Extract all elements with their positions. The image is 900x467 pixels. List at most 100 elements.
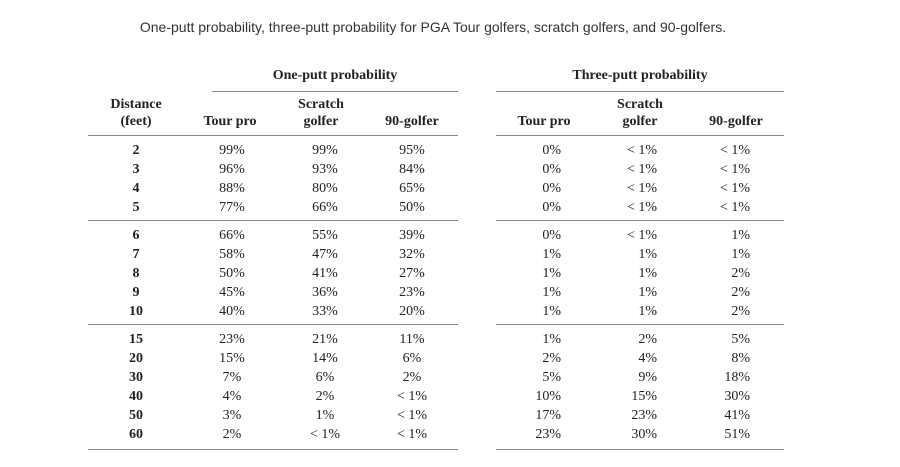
three-putt-cell: 18% xyxy=(724,370,750,385)
one-putt-cell: 20% xyxy=(399,304,425,319)
three-putt-cell: 1% xyxy=(542,285,561,300)
three-putt-cell: 2% xyxy=(542,351,561,366)
three-putt-cell: < 1% xyxy=(719,143,750,158)
one-putt-cell: 6% xyxy=(315,370,335,385)
distance-cell: 40 xyxy=(129,389,143,404)
one-putt-cell: 65% xyxy=(399,181,425,196)
one-putt-cell: < 1% xyxy=(396,389,428,404)
one-putt-cell: 40% xyxy=(219,304,245,319)
one-putt-cell: 96% xyxy=(219,162,245,177)
three-putt-cell: 2% xyxy=(731,266,750,281)
column-header-distance-line1: Distance xyxy=(110,97,162,112)
three-putt-cell: 0% xyxy=(542,162,561,177)
distance-cell: 2 xyxy=(132,143,140,158)
three-putt-cell: 4% xyxy=(638,351,657,366)
three-putt-cell: 1% xyxy=(638,304,657,319)
one-putt-cell: 99% xyxy=(312,143,338,158)
column-header-three-scratch-golfer: Scratch golfer xyxy=(600,96,680,130)
one-putt-cell: 55% xyxy=(312,228,338,243)
distance-cell: 10 xyxy=(129,304,143,319)
three-putt-cell: 1% xyxy=(731,247,750,262)
three-putt-cell: 30% xyxy=(631,427,657,442)
one-putt-cell: < 1% xyxy=(396,408,428,423)
column-header-scratch-golfer: Scratch golfer xyxy=(281,96,361,130)
three-putt-cell: < 1% xyxy=(626,143,657,158)
one-putt-cell: 2% xyxy=(222,427,242,442)
column-header-three-tour-pro: Tour pro xyxy=(517,114,571,129)
three-putt-cell: 2% xyxy=(731,304,750,319)
distance-cell: 8 xyxy=(132,266,140,281)
column-header-scratch-line2: golfer xyxy=(303,114,339,129)
one-putt-cell: 23% xyxy=(399,285,425,300)
three-putt-cell: 9% xyxy=(638,370,657,385)
three-putt-cell: 1% xyxy=(542,247,561,262)
one-putt-cell: 14% xyxy=(312,351,338,366)
column-header-three-scratch-line2: golfer xyxy=(622,114,658,129)
three-putt-cell: 2% xyxy=(638,332,657,347)
one-putt-cell: 4% xyxy=(222,389,242,404)
three-putt-cell: 15% xyxy=(631,389,657,404)
one-putt-cell: 80% xyxy=(312,181,338,196)
three-putt-cell: 5% xyxy=(542,370,561,385)
section-rule-left xyxy=(88,220,458,221)
one-putt-cell: 41% xyxy=(312,266,338,281)
one-putt-cell: 50% xyxy=(219,266,245,281)
three-putt-cell: < 1% xyxy=(719,181,750,196)
three-putt-cell: 0% xyxy=(542,181,561,196)
distance-cell: 3 xyxy=(132,162,140,177)
column-header-three-90-golfer: 90-golfer xyxy=(709,114,763,129)
three-putt-cell: 8% xyxy=(731,351,750,366)
one-putt-cell: < 1% xyxy=(396,427,428,442)
three-putt-cell: 1% xyxy=(638,285,657,300)
one-putt-cell: 47% xyxy=(312,247,338,262)
section-rule-right xyxy=(496,324,784,325)
group-rule-three-putt xyxy=(496,91,784,92)
distance-cell: 9 xyxy=(132,285,140,300)
distance-cell: 6 xyxy=(132,228,140,243)
one-putt-cell: 45% xyxy=(219,285,245,300)
column-header-tour-pro: Tour pro xyxy=(203,114,257,129)
header-rule-left xyxy=(88,135,458,136)
one-putt-cell: 58% xyxy=(219,247,245,262)
distance-cell: 50 xyxy=(129,408,143,423)
one-putt-cell: 1% xyxy=(315,408,335,423)
distance-cell: 20 xyxy=(129,351,143,366)
section-rule-left xyxy=(88,449,458,450)
three-putt-cell: 10% xyxy=(535,389,561,404)
one-putt-cell: 23% xyxy=(219,332,245,347)
one-putt-cell: 21% xyxy=(312,332,338,347)
one-putt-cell: 50% xyxy=(399,200,425,215)
three-putt-cell: < 1% xyxy=(626,181,657,196)
three-putt-cell: 51% xyxy=(724,427,750,442)
three-putt-cell: 0% xyxy=(542,228,561,243)
one-putt-cell: 66% xyxy=(312,200,338,215)
one-putt-cell: 7% xyxy=(222,370,242,385)
distance-cell: 4 xyxy=(132,181,140,196)
three-putt-cell: 1% xyxy=(638,266,657,281)
three-putt-cell: 17% xyxy=(535,408,561,423)
one-putt-cell: 15% xyxy=(219,351,245,366)
one-putt-cell: 39% xyxy=(399,228,425,243)
section-rule-right xyxy=(496,449,784,450)
three-putt-cell: < 1% xyxy=(626,162,657,177)
one-putt-cell: 11% xyxy=(399,332,425,347)
distance-cell: 30 xyxy=(129,370,143,385)
one-putt-cell: 95% xyxy=(399,143,425,158)
column-header-scratch-line1: Scratch xyxy=(298,97,344,112)
section-rule-left xyxy=(88,324,458,325)
header-rule-right xyxy=(496,135,784,136)
three-putt-cell: 1% xyxy=(542,304,561,319)
one-putt-cell: 3% xyxy=(222,408,242,423)
one-putt-cell: 27% xyxy=(399,266,425,281)
column-header-90-golfer: 90-golfer xyxy=(385,114,439,129)
group-title-one-putt: One-putt probability xyxy=(272,68,398,83)
three-putt-cell: 41% xyxy=(724,408,750,423)
three-putt-cell: < 1% xyxy=(719,200,750,215)
distance-cell: 15 xyxy=(129,332,143,347)
column-header-distance-line2: (feet) xyxy=(120,114,152,129)
three-putt-cell: < 1% xyxy=(719,162,750,177)
three-putt-cell: 30% xyxy=(724,389,750,404)
one-putt-cell: 66% xyxy=(219,228,245,243)
one-putt-cell: 2% xyxy=(315,389,335,404)
three-putt-cell: 23% xyxy=(631,408,657,423)
